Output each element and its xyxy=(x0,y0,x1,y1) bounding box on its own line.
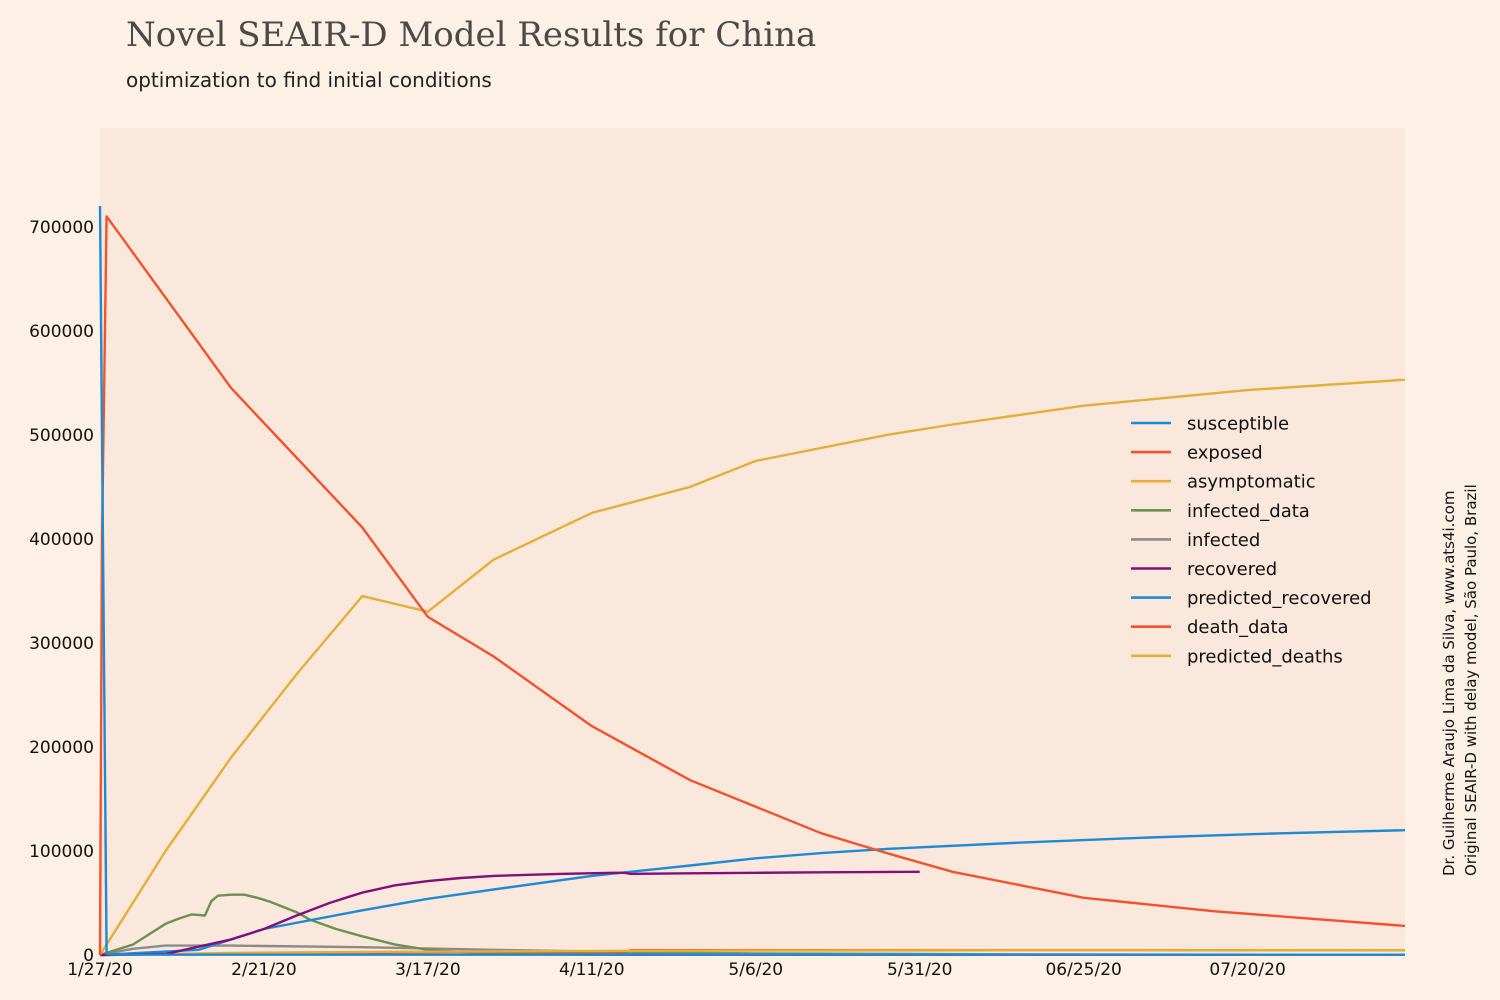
x-tick-label: 3/17/20 xyxy=(395,960,461,980)
series-line-predicted-deaths xyxy=(99,949,1406,957)
series-lines xyxy=(98,205,1406,957)
legend-label: infected xyxy=(1187,530,1260,551)
x-tick-label: 07/20/20 xyxy=(1209,960,1285,980)
y-tick-label: 400000 xyxy=(29,530,94,550)
x-tick-label: 2/21/20 xyxy=(231,960,297,980)
legend-label: recovered xyxy=(1187,559,1277,580)
x-tick-label: 5/31/20 xyxy=(887,960,953,980)
legend: susceptible exposed asymptomatic infected_d… xyxy=(1131,414,1372,667)
legend-label: predicted_recovered xyxy=(1187,588,1372,609)
legend-label: death_data xyxy=(1187,617,1289,638)
legend-label: infected_data xyxy=(1187,501,1310,522)
series-line-susceptible xyxy=(98,205,1405,956)
legend-label: exposed xyxy=(1187,443,1263,464)
y-tick-label: 600000 xyxy=(29,322,94,342)
x-tick-label: 4/11/20 xyxy=(559,960,625,980)
x-axis: 1/27/20 2/21/20 3/17/20 4/11/20 5/6/20 5/31/2… xyxy=(67,960,1286,980)
y-tick-label: 0 xyxy=(83,946,94,966)
series-line-asymptomatic xyxy=(98,378,1406,956)
legend-label: asymptomatic xyxy=(1187,472,1316,493)
y-tick-label: 300000 xyxy=(29,634,94,654)
x-tick-label: 06/25/20 xyxy=(1045,960,1121,980)
x-tick-label: 1/27/20 xyxy=(67,960,133,980)
y-tick-label: 200000 xyxy=(29,738,94,758)
y-tick-label: 100000 xyxy=(29,842,94,862)
chart-subtitle: optimization to find initial conditions xyxy=(126,68,492,92)
credit-author: Dr. Guilherme Araujo Lima da Silva, www.… xyxy=(1440,491,1458,876)
series-line-recovered xyxy=(99,870,920,957)
y-axis: 0 100000 200000 300000 400000 500000 600000 700… xyxy=(29,218,94,966)
y-tick-label: 500000 xyxy=(29,426,94,446)
legend-label: predicted_deaths xyxy=(1187,646,1343,667)
series-line-predicted-recovered xyxy=(99,829,1406,957)
x-tick-label: 5/6/20 xyxy=(728,960,783,980)
chart-title: Novel SEAIR-D Model Results for China xyxy=(126,15,816,55)
y-tick-label: 700000 xyxy=(29,218,94,238)
legend-label: susceptible xyxy=(1187,414,1289,435)
credit-model: Original SEAIR-D with delay model, São P… xyxy=(1462,484,1480,876)
series-line-exposed xyxy=(98,215,1406,956)
plot-area xyxy=(100,128,1405,955)
